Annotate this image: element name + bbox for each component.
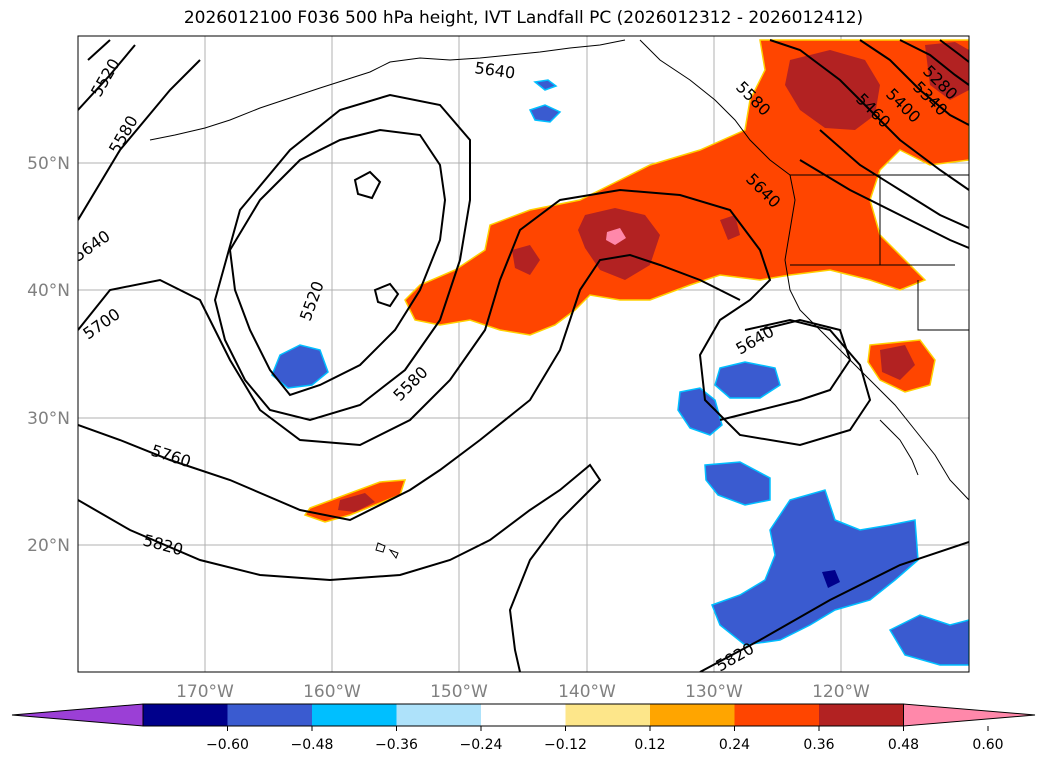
- height-contours: [78, 39, 969, 672]
- coastline: [149, 39, 969, 560]
- colorbar-tick-label: −0.48: [291, 737, 334, 753]
- lat-tick-label: 30°N: [27, 409, 70, 429]
- colorbar-tick-label: 0.36: [803, 737, 834, 753]
- lon-tick-label: 150°W: [430, 682, 488, 702]
- lat-tick-label: 50°N: [27, 154, 70, 174]
- map-title: 2026012100 F036 500 hPa height, IVT Land…: [183, 8, 864, 28]
- lon-tick-label: 160°W: [303, 682, 361, 702]
- colorbar-tick-label: 0.24: [719, 737, 750, 753]
- colorbar-segment: [396, 704, 481, 726]
- colorbar-segment: [143, 704, 228, 726]
- colorbar-border: [142, 703, 904, 727]
- ivt-peak-shading: [606, 228, 626, 245]
- colorbar-tick-label: −0.24: [460, 737, 503, 753]
- colorbar-segment: [650, 704, 735, 726]
- colorbar-tick-label: 0.60: [972, 737, 1003, 753]
- colorbar: −0.60 −0.48 −0.36 −0.24 −0.12 0.12 0.24 0.36 0.4…: [11, 703, 1036, 753]
- colorbar-tick-label: 0.12: [634, 737, 665, 753]
- lon-tick-label: 130°W: [685, 682, 743, 702]
- lat-tick-label: 20°N: [27, 536, 70, 556]
- lon-tick-label: 170°W: [176, 682, 234, 702]
- lon-tick-label: 120°W: [812, 682, 870, 702]
- colorbar-tick-label: −0.12: [544, 737, 587, 753]
- colorbar-segment: [481, 704, 566, 726]
- colorbar-segment: [565, 704, 650, 726]
- ivt-negative-shading: [271, 79, 969, 666]
- colorbar-extend-high: [903, 703, 1036, 727]
- lat-tick-labels: 50°N 40°N 30°N 20°N: [27, 154, 70, 556]
- colorbar-segment: [312, 704, 397, 726]
- gridlines: [78, 36, 969, 672]
- colorbar-extend-low: [11, 703, 144, 727]
- colorbar-segment: [819, 704, 904, 726]
- colorbar-segment: [227, 704, 312, 726]
- map-frame: [77, 35, 970, 673]
- lon-tick-label: 140°W: [558, 682, 616, 702]
- ivt-min-shading: [822, 570, 840, 588]
- colorbar-tick-label: −0.60: [206, 737, 249, 753]
- colorbar-segment: [734, 704, 819, 726]
- lon-tick-labels: 170°W 160°W 150°W 140°W 130°W 120°W: [176, 682, 870, 702]
- colorbar-tick-label: 0.48: [888, 737, 919, 753]
- lat-tick-label: 40°N: [27, 281, 70, 301]
- colorbar-tick-label: −0.36: [375, 737, 418, 753]
